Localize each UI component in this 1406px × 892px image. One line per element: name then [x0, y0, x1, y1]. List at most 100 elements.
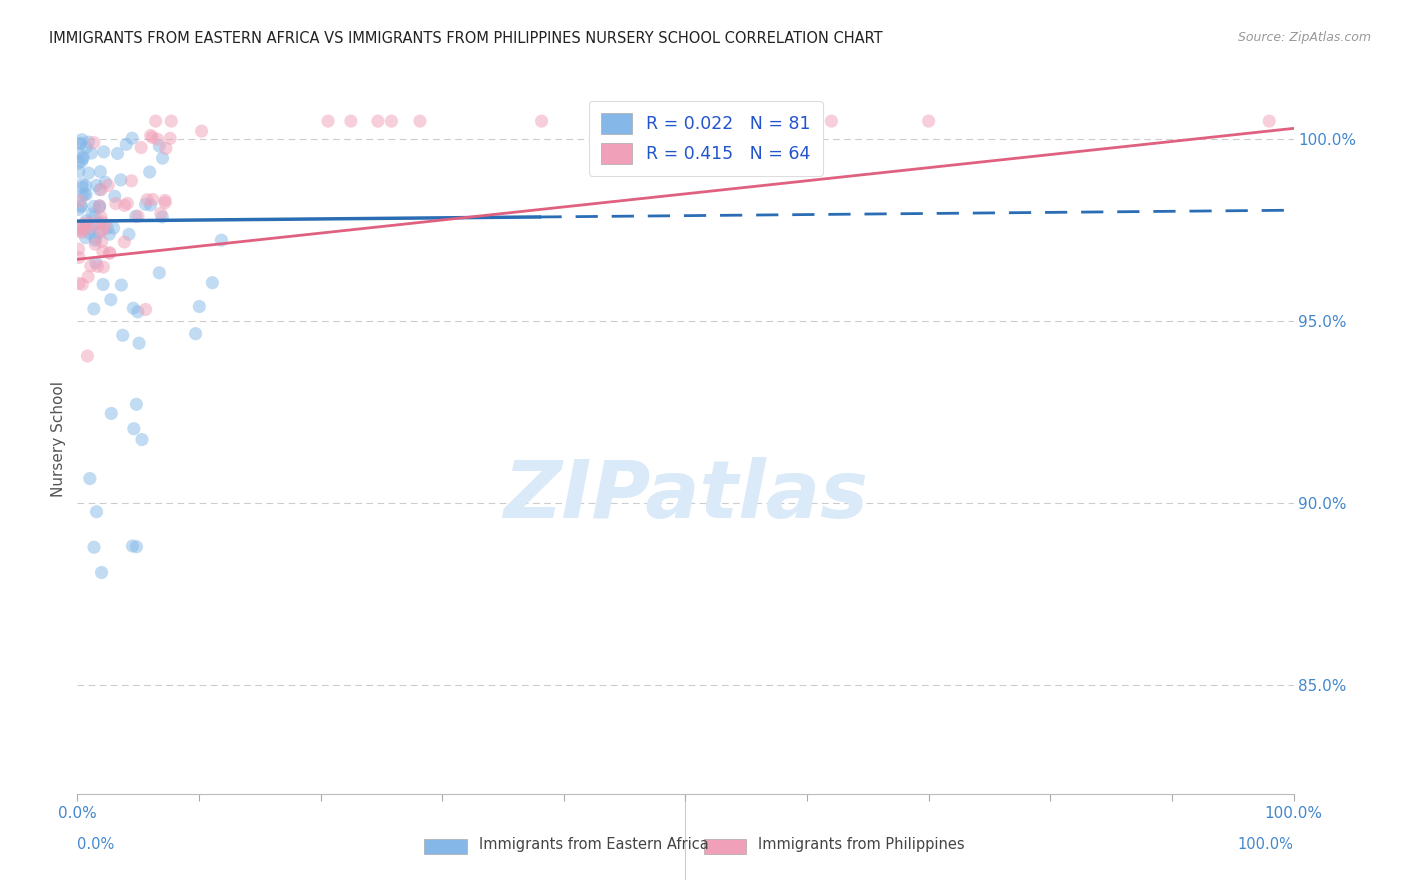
Point [153, 195, 176, 210]
Point [82, 207, 104, 221]
Point [104, 196, 127, 211]
Point [111, 328, 134, 343]
Point [91, 244, 114, 259]
Point [152, 151, 174, 165]
Point [136, 193, 159, 207]
Point [72, 152, 94, 166]
Point [148, 139, 170, 153]
Point [90, 235, 112, 249]
Point [148, 266, 170, 280]
Point [80, 259, 103, 273]
Point [97, 178, 120, 193]
Point [93, 145, 115, 159]
Point [139, 128, 162, 143]
Point [67, 221, 90, 235]
Point [89, 226, 111, 240]
Point [94, 218, 117, 232]
Point [76, 349, 98, 363]
Point [118, 227, 141, 242]
Point [209, 233, 232, 247]
Point [160, 114, 183, 128]
Point [121, 539, 143, 553]
Point [67, 145, 90, 160]
Point [89, 164, 111, 178]
Point [201, 276, 224, 290]
Point [138, 165, 160, 179]
Point [367, 114, 389, 128]
Point [84, 237, 107, 252]
Point [84, 231, 107, 245]
Point [83, 136, 105, 150]
Text: Immigrants from Philippines: Immigrants from Philippines [758, 838, 965, 853]
Text: IMMIGRANTS FROM EASTERN AFRICA VS IMMIGRANTS FROM PHILIPPINES NURSERY SCHOOL COR: IMMIGRANTS FROM EASTERN AFRICA VS IMMIGR… [49, 31, 883, 46]
Point [84, 255, 107, 269]
Point [121, 131, 143, 145]
Text: Source: ZipAtlas.com: Source: ZipAtlas.com [1237, 31, 1371, 45]
Point [69, 224, 91, 238]
Point [115, 137, 138, 152]
Point [73, 217, 96, 231]
Text: 0.0%: 0.0% [77, 838, 114, 853]
Point [67, 251, 90, 265]
Point [89, 183, 111, 197]
Point [73, 222, 96, 236]
Point [77, 269, 100, 284]
Point [77, 166, 100, 180]
Point [72, 150, 94, 164]
Point [83, 209, 105, 223]
Point [918, 114, 941, 128]
Point [77, 135, 100, 149]
Point [94, 175, 117, 189]
Point [70, 199, 93, 213]
Point [73, 187, 96, 202]
Point [75, 230, 97, 244]
Point [129, 140, 152, 154]
Point [146, 132, 169, 146]
Point [409, 114, 432, 128]
Point [70, 225, 93, 239]
Point [79, 227, 101, 241]
Point [86, 505, 108, 519]
Point [67, 156, 90, 170]
Text: Immigrants from Eastern Africa: Immigrants from Eastern Africa [478, 838, 709, 853]
Point [72, 277, 94, 292]
Point [76, 216, 98, 230]
Y-axis label: Nursery School: Nursery School [51, 381, 66, 498]
Point [103, 221, 125, 235]
Point [135, 302, 157, 317]
Point [70, 180, 93, 194]
Point [125, 397, 148, 411]
Point [141, 130, 163, 145]
FancyBboxPatch shape [425, 838, 467, 855]
Point [96, 221, 118, 235]
Point [75, 187, 97, 202]
Point [89, 200, 111, 214]
Point [606, 114, 628, 128]
Point [530, 114, 553, 128]
Point [69, 194, 91, 208]
Point [155, 141, 177, 155]
Point [83, 540, 105, 554]
Point [67, 222, 90, 236]
Point [69, 136, 91, 151]
Point [107, 146, 129, 161]
Point [110, 278, 132, 293]
Point [112, 235, 135, 249]
Point [190, 124, 212, 138]
Point [67, 164, 90, 178]
Point [75, 178, 97, 193]
Point [139, 198, 162, 212]
Point [89, 217, 111, 231]
Point [120, 174, 142, 188]
Point [1258, 114, 1281, 128]
Point [90, 566, 112, 580]
Point [83, 301, 105, 316]
Point [114, 198, 136, 212]
Point [89, 224, 111, 238]
Point [75, 213, 97, 227]
Point [127, 305, 149, 319]
Point [80, 222, 103, 236]
Point [70, 133, 93, 147]
FancyBboxPatch shape [703, 838, 747, 855]
Point [127, 209, 149, 223]
